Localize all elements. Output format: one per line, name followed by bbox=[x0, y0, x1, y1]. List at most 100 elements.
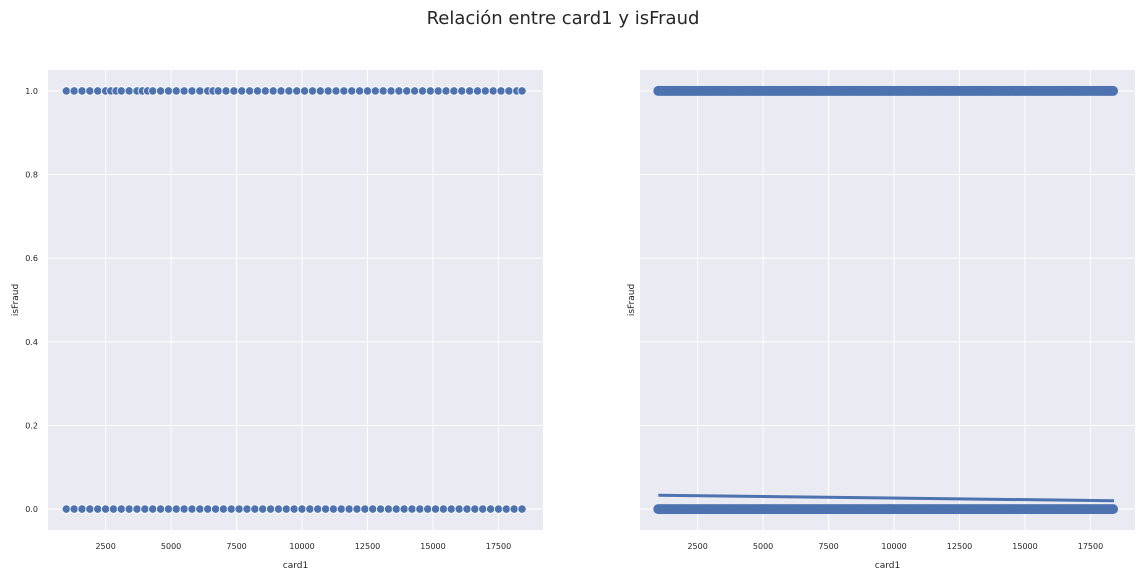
scatter-point bbox=[252, 86, 263, 96]
scatter-point bbox=[163, 86, 174, 96]
scatter-point bbox=[307, 86, 318, 96]
scatter-point bbox=[242, 504, 252, 514]
x-tick-label: 10000 bbox=[289, 542, 314, 551]
x-tick-label: 5000 bbox=[753, 542, 773, 551]
scatter-point bbox=[313, 504, 323, 514]
y-tick-label: 0.6 bbox=[25, 254, 38, 263]
scatter-point bbox=[457, 86, 467, 96]
scatter-point bbox=[423, 504, 433, 514]
scatter-point bbox=[478, 504, 488, 514]
scatter-point bbox=[108, 504, 119, 514]
scatter-point bbox=[211, 504, 221, 514]
scatter-point bbox=[378, 86, 388, 96]
x-tick-label: 12500 bbox=[355, 542, 380, 551]
scatter-point bbox=[234, 504, 244, 514]
scatter-point bbox=[203, 504, 213, 514]
scatter-point bbox=[213, 86, 223, 96]
scatter-point bbox=[195, 86, 205, 96]
scatter-point bbox=[441, 86, 451, 96]
scatter-point bbox=[93, 504, 103, 514]
scatter-point bbox=[163, 504, 174, 514]
scatter-point bbox=[431, 504, 441, 514]
plot-background bbox=[640, 70, 1135, 530]
scatter-point bbox=[386, 86, 396, 96]
scatter-point bbox=[116, 86, 126, 96]
scatter-point bbox=[344, 504, 354, 514]
scatter-point bbox=[187, 504, 197, 514]
scatter-point bbox=[509, 504, 519, 514]
right-regression-plot: 2500 5000 7500 10000 12500 15000 17500 card1 i… bbox=[627, 70, 1135, 571]
scatter-point bbox=[407, 504, 417, 514]
scatter-point bbox=[321, 504, 331, 514]
scatter-point bbox=[486, 504, 496, 514]
scatter-point bbox=[504, 86, 514, 96]
scatter-point bbox=[273, 504, 284, 514]
x-tick-label: 2500 bbox=[687, 542, 707, 551]
x-tick-label: 17500 bbox=[486, 542, 511, 551]
scatter-point bbox=[179, 86, 189, 96]
scatter-point bbox=[77, 86, 87, 96]
scatter-point bbox=[517, 504, 527, 514]
scatter-point bbox=[237, 86, 247, 96]
scatter-point bbox=[433, 86, 443, 96]
scatter-point bbox=[305, 504, 315, 514]
scatter-point bbox=[347, 86, 357, 96]
scatter-point bbox=[323, 86, 333, 96]
scatter-point bbox=[218, 504, 229, 514]
y-tick-label: 0.4 bbox=[25, 338, 38, 347]
regression-line bbox=[658, 493, 1115, 503]
scatter-point bbox=[148, 86, 158, 96]
scatter-point bbox=[229, 86, 239, 96]
scatter-point bbox=[462, 504, 472, 514]
scatter-point bbox=[116, 504, 126, 514]
scatter-point bbox=[268, 86, 278, 96]
y-tick-label: 0.8 bbox=[25, 171, 38, 180]
scatter-point bbox=[352, 504, 362, 514]
y-tick-label: 1.0 bbox=[25, 87, 38, 96]
scatter-point bbox=[501, 504, 511, 514]
scatter-point bbox=[488, 86, 498, 96]
scatter-point bbox=[148, 504, 158, 514]
scatter-point bbox=[179, 504, 189, 514]
x-tick-label: 15000 bbox=[1012, 542, 1037, 551]
scatter-point bbox=[480, 86, 490, 96]
y-tick-label: 0.2 bbox=[25, 421, 38, 430]
scatter-point bbox=[195, 504, 205, 514]
x-tick-label: 15000 bbox=[420, 542, 445, 551]
scatter-point bbox=[454, 504, 464, 514]
scatter-point bbox=[331, 86, 341, 96]
y-axis-label: isFraud bbox=[627, 284, 637, 316]
left-scatter-plot: 2500 5000 7500 10000 12500 15000 17500 0.0 0.2 0.… bbox=[11, 70, 543, 571]
scatter-point bbox=[156, 504, 166, 514]
scatter-point bbox=[446, 504, 456, 514]
scatter-point bbox=[77, 504, 87, 514]
scatter-point bbox=[415, 504, 425, 514]
scatter-point bbox=[391, 504, 401, 514]
scatter-point bbox=[315, 86, 325, 96]
figure-title: Relación entre card1 y isFraud bbox=[427, 8, 700, 29]
scatter-point bbox=[470, 504, 480, 514]
scatter-point bbox=[101, 504, 111, 514]
x-tick-label: 2500 bbox=[95, 542, 115, 551]
plot-background bbox=[48, 70, 543, 530]
scatter-point bbox=[61, 86, 71, 96]
scatter-point bbox=[370, 86, 380, 96]
scatter-point bbox=[336, 504, 346, 514]
scatter-point bbox=[438, 504, 449, 514]
scatter-point bbox=[226, 504, 236, 514]
scatter-point bbox=[465, 86, 475, 96]
scatter-point bbox=[281, 504, 291, 514]
scatter-point bbox=[360, 504, 370, 514]
scatter-point bbox=[85, 504, 95, 514]
scatter-point bbox=[266, 504, 276, 514]
scatter-point bbox=[245, 86, 255, 96]
scatter-point bbox=[171, 504, 181, 514]
scatter-point bbox=[493, 504, 504, 514]
scatter-point bbox=[124, 86, 134, 96]
x-tick-label: 10000 bbox=[881, 542, 906, 551]
scatter-point bbox=[1108, 504, 1118, 515]
scatter-point bbox=[328, 504, 339, 514]
scatter-point bbox=[496, 86, 506, 96]
scatter-point bbox=[258, 504, 268, 514]
